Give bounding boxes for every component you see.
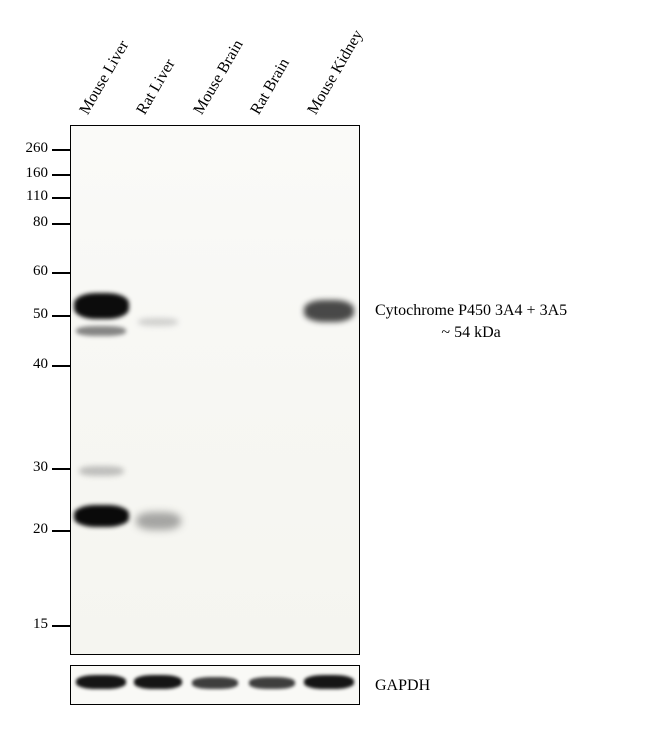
mw-marker-tick bbox=[52, 625, 70, 627]
gapdh-band bbox=[76, 675, 126, 689]
lane-label: Rat Liver bbox=[133, 56, 179, 118]
mw-marker-label: 260 bbox=[26, 140, 49, 157]
gapdh-band bbox=[304, 675, 354, 689]
main-blot-panel bbox=[70, 125, 360, 655]
annotation-line1: Cytochrome P450 3A4 + 3A5 bbox=[375, 300, 567, 322]
lane-label: Mouse Brain bbox=[190, 37, 247, 118]
mw-marker-tick bbox=[52, 149, 70, 151]
annotation-line2: ~ 54 kDa bbox=[375, 322, 567, 344]
gapdh-label: GAPDH bbox=[375, 677, 430, 695]
mw-marker-tick bbox=[52, 315, 70, 317]
mw-marker-tick bbox=[52, 197, 70, 199]
gapdh-blot-panel bbox=[70, 665, 360, 705]
blot-band bbox=[74, 293, 129, 319]
lane-label: Mouse Kidney bbox=[304, 27, 367, 118]
mw-marker-tick bbox=[52, 530, 70, 532]
western-blot-figure: Mouse LiverRat LiverMouse BrainRat Brain… bbox=[0, 0, 650, 748]
target-annotation: Cytochrome P450 3A4 + 3A5 ~ 54 kDa bbox=[375, 300, 567, 345]
mw-marker-tick bbox=[52, 365, 70, 367]
mw-marker-label: 50 bbox=[33, 306, 48, 323]
mw-marker-tick bbox=[52, 468, 70, 470]
blot-band bbox=[138, 318, 178, 326]
mw-marker-tick bbox=[52, 174, 70, 176]
gapdh-band bbox=[134, 675, 182, 689]
blot-band bbox=[304, 300, 354, 322]
gapdh-band bbox=[192, 677, 238, 689]
mw-marker-label: 60 bbox=[33, 263, 48, 280]
lane-label: Rat Brain bbox=[247, 56, 293, 118]
mw-marker-label: 40 bbox=[33, 356, 48, 373]
mw-marker-label: 20 bbox=[33, 521, 48, 538]
mw-marker-tick bbox=[52, 272, 70, 274]
gapdh-band bbox=[249, 677, 295, 689]
mw-marker-label: 30 bbox=[33, 459, 48, 476]
mw-marker-tick bbox=[52, 223, 70, 225]
mw-marker-label: 110 bbox=[26, 188, 48, 205]
blot-band bbox=[76, 326, 126, 336]
mw-marker-label: 160 bbox=[26, 165, 49, 182]
lane-labels-container: Mouse LiverRat LiverMouse BrainRat Brain… bbox=[70, 0, 370, 120]
blot-band bbox=[136, 512, 181, 530]
mw-marker-label: 80 bbox=[33, 214, 48, 231]
lane-label: Mouse Liver bbox=[76, 38, 133, 118]
blot-band bbox=[79, 466, 124, 476]
blot-band bbox=[74, 505, 129, 527]
mw-marker-label: 15 bbox=[33, 616, 48, 633]
